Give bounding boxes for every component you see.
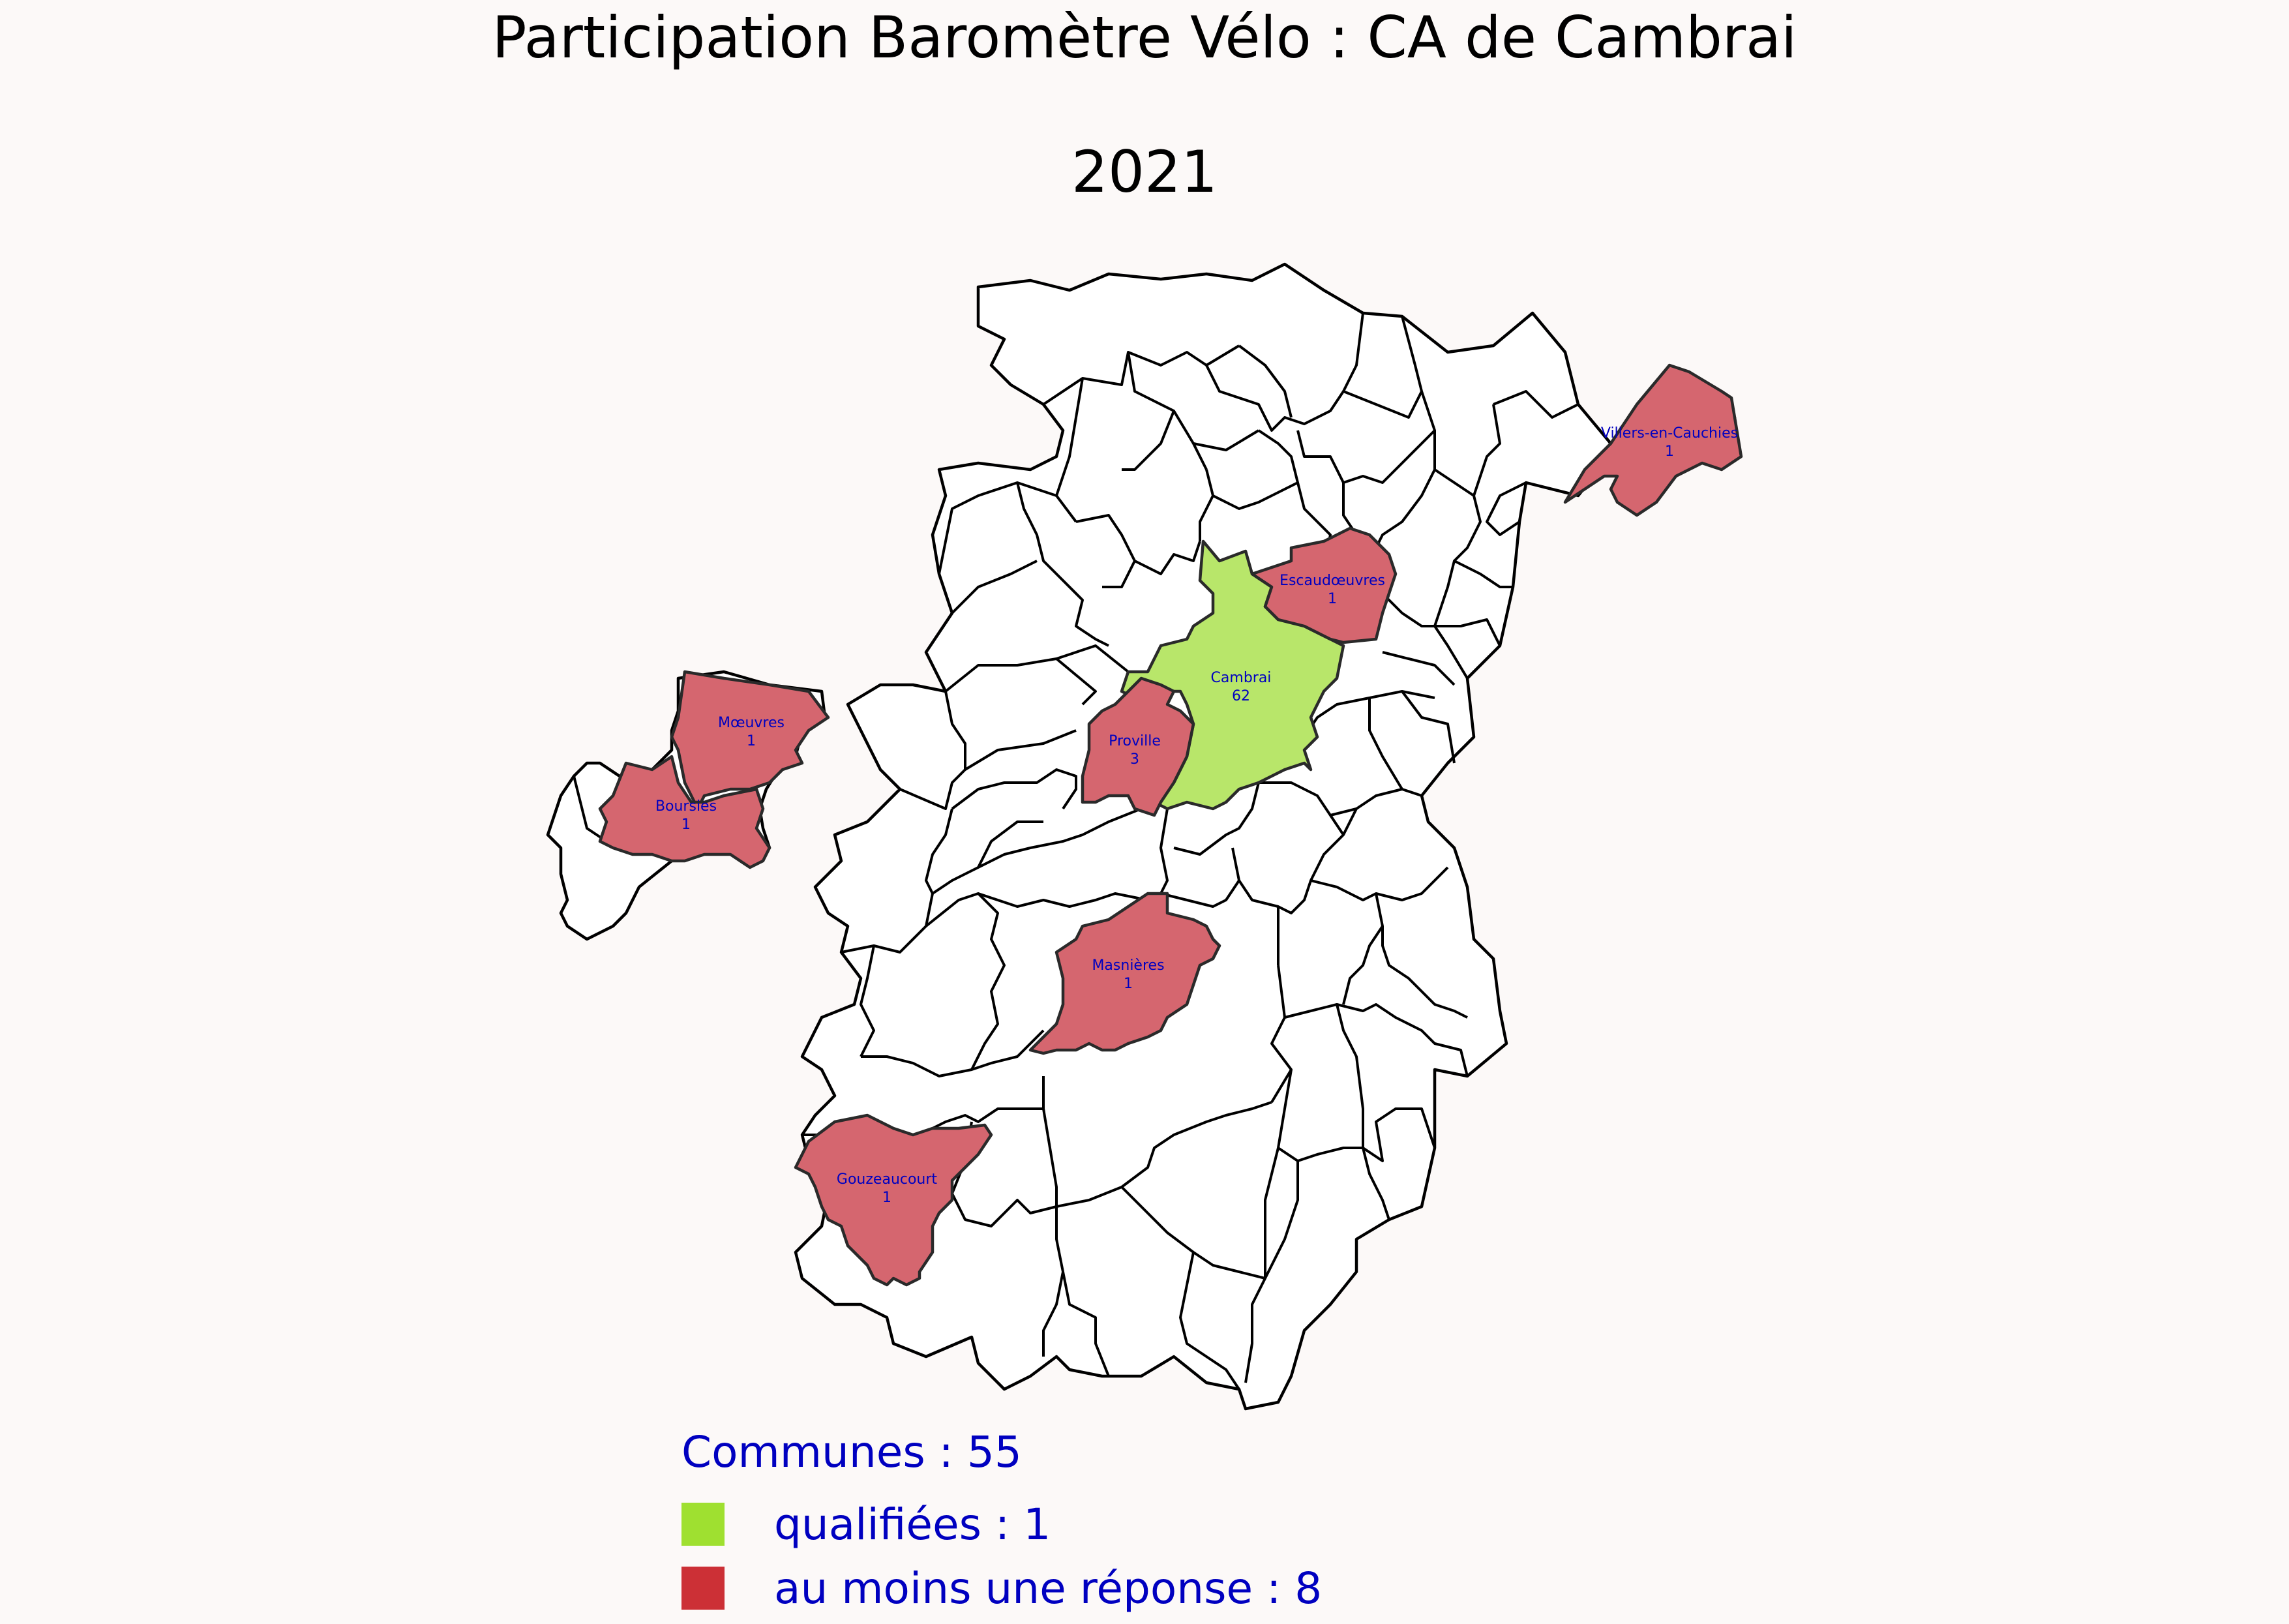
commune-label-name: Masnières bbox=[1092, 957, 1164, 974]
commune-label-name: Boursies bbox=[655, 798, 717, 815]
legend-label-response: au moins une réponse : 8 bbox=[774, 1563, 1323, 1614]
commune-label-name: Villers-en-Cauchies bbox=[1601, 425, 1738, 442]
commune-label-count: 1 bbox=[1124, 976, 1133, 992]
commune-villers-en-cauchies bbox=[1563, 363, 1743, 517]
commune-boursies bbox=[598, 755, 771, 869]
legend-item-qualified: qualifiées : 1 bbox=[681, 1492, 1322, 1556]
commune-label-count: 3 bbox=[1130, 751, 1139, 768]
commune-labels: Cambrai 62 Escaudœuvres 1 Villers-en-Cau… bbox=[655, 425, 1738, 1206]
legend-item-response: au moins une réponse : 8 bbox=[681, 1556, 1322, 1620]
map-year: 2021 bbox=[1071, 138, 1218, 205]
commune-moeuvres bbox=[670, 670, 830, 811]
western-boundaries bbox=[573, 775, 608, 843]
commune-boundaries bbox=[802, 312, 1579, 1391]
legend-swatch-qualified bbox=[681, 1503, 725, 1546]
legend-label-qualified: qualifiées : 1 bbox=[774, 1499, 1051, 1550]
map-title: Participation Baromètre Vélo : CA de Cam… bbox=[492, 4, 1797, 71]
commune-label-count: 1 bbox=[882, 1190, 891, 1206]
legend-swatch-response bbox=[681, 1567, 725, 1610]
commune-label-name: Gouzeaucourt bbox=[837, 1171, 938, 1188]
commune-label-count: 1 bbox=[1328, 591, 1337, 607]
map-legend: Communes : 55 qualifiées : 1 au moins un… bbox=[681, 1427, 1322, 1620]
commune-gouzeaucourt bbox=[794, 1113, 993, 1287]
commune-masnieres bbox=[1028, 892, 1221, 1055]
commune-label-name: Proville bbox=[1109, 733, 1161, 749]
commune-label-name: Mœuvres bbox=[718, 715, 785, 731]
commune-escaudoeuvres bbox=[1250, 526, 1398, 644]
commune-label-count: 62 bbox=[1232, 688, 1250, 704]
commune-label-count: 1 bbox=[747, 733, 756, 749]
legend-total: Communes : 55 bbox=[681, 1427, 1022, 1477]
commune-proville bbox=[1081, 676, 1195, 817]
commune-label-name: Escaudœuvres bbox=[1279, 573, 1385, 589]
commune-label-count: 1 bbox=[681, 817, 691, 833]
commune-label-name: Cambrai bbox=[1211, 670, 1272, 686]
commune-label-count: 1 bbox=[1665, 444, 1674, 460]
